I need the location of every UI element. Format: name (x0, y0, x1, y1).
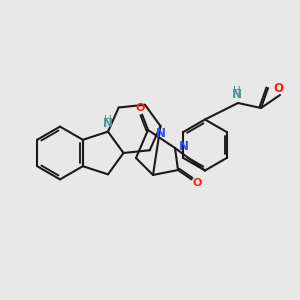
Text: O: O (273, 82, 284, 94)
Text: N: N (178, 140, 189, 153)
Text: H: H (104, 115, 112, 125)
Text: N: N (103, 117, 113, 130)
Text: O: O (192, 178, 202, 188)
Text: N: N (155, 127, 166, 140)
Text: O: O (135, 103, 145, 113)
Text: N: N (232, 88, 242, 101)
Text: H: H (232, 85, 240, 95)
